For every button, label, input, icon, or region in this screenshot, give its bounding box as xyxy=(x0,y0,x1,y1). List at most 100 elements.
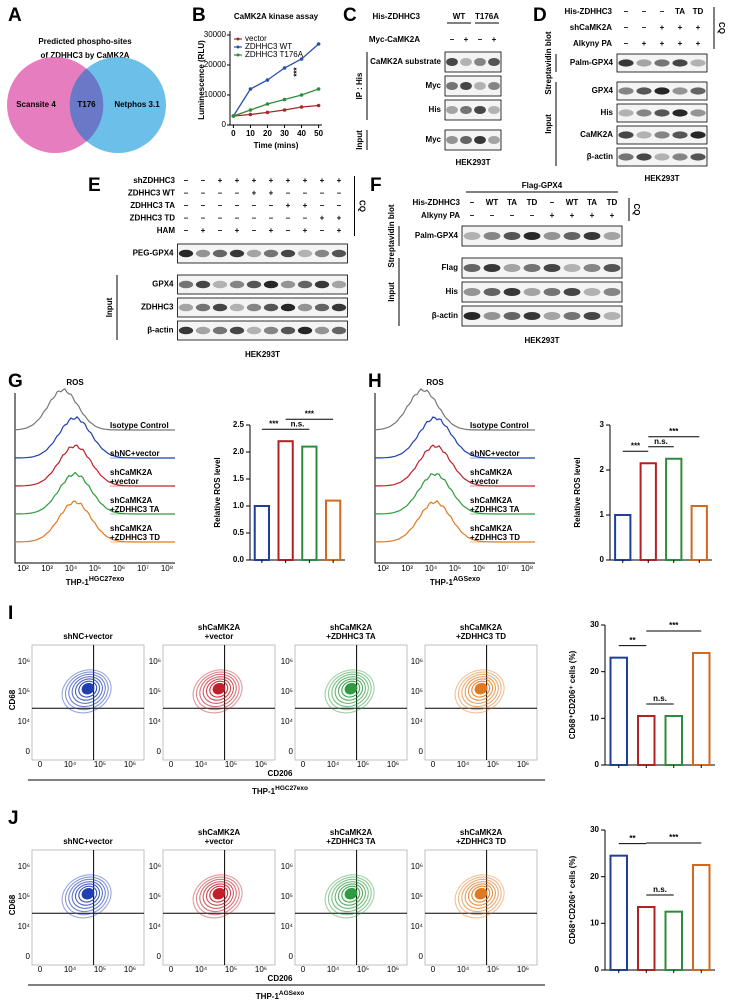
series-line xyxy=(232,43,320,117)
sample-label: shNC+vector xyxy=(63,632,113,641)
lane-sign: – xyxy=(286,189,291,198)
lane-sign: + xyxy=(235,176,240,185)
lane-sign: + xyxy=(492,35,497,44)
x-tick-label: 0 xyxy=(38,965,43,974)
y-tick-label: 10⁵ xyxy=(281,687,293,696)
y-tick-label: 0 xyxy=(595,965,600,974)
cell-line: HEK293T xyxy=(524,336,559,345)
x-tick-label: 30 xyxy=(280,129,289,138)
venn-overlap xyxy=(69,68,104,142)
plot-frame xyxy=(294,644,408,761)
lane-sign: + xyxy=(286,176,291,185)
group-label: Input xyxy=(105,297,114,317)
panel-letter: D xyxy=(533,5,547,26)
x-tick-label: 10⁵ xyxy=(225,760,237,769)
bar xyxy=(692,864,711,971)
bar xyxy=(665,457,683,561)
band xyxy=(297,303,313,312)
lane-sign: – xyxy=(201,189,206,198)
contour xyxy=(324,669,375,714)
band xyxy=(672,87,688,95)
band xyxy=(543,264,561,272)
band xyxy=(446,82,458,90)
contour xyxy=(81,887,95,900)
row-label: β-actin xyxy=(587,152,613,161)
data-point xyxy=(316,42,321,46)
lane-sign: + xyxy=(320,176,325,185)
x-tick-label: 10⁶ xyxy=(517,965,529,974)
x-tick-label: 10⁵ xyxy=(487,965,499,974)
band xyxy=(474,82,486,90)
lane-sign: – xyxy=(252,226,257,235)
band xyxy=(488,136,500,144)
band xyxy=(563,312,581,320)
lane-sign: – xyxy=(470,198,475,207)
data-point xyxy=(231,114,236,118)
y-tick-label: 10⁶ xyxy=(18,862,30,871)
row-label: PEG-GPX4 xyxy=(133,249,174,258)
band xyxy=(503,264,521,272)
sample-label: +ZDHHC3 TA xyxy=(326,632,376,641)
chart-title: CaMK2A kinase assay xyxy=(234,12,319,21)
plot-frame xyxy=(31,849,145,966)
lane-sign: – xyxy=(320,201,325,210)
x-tick-label: 10³ xyxy=(41,564,53,573)
blot-box xyxy=(444,75,502,97)
band xyxy=(314,249,330,258)
contour xyxy=(467,678,494,701)
row-label: Palm-GPX4 xyxy=(415,231,459,240)
y-tick-label: 10⁶ xyxy=(18,657,30,666)
contour xyxy=(471,680,491,698)
condition-label: His-ZDHHC3 xyxy=(412,198,460,207)
x-tick-label: 10⁴ xyxy=(327,965,340,974)
x-tick-label: 0 xyxy=(431,965,436,974)
y-tick-label: 0 xyxy=(289,747,294,756)
lane-sign: – xyxy=(286,214,291,223)
superscript: HGC27exo xyxy=(275,785,308,792)
y-tick-label: 2.0 xyxy=(233,447,245,456)
condition-label: ZDHHC3 WT xyxy=(128,189,175,198)
lane-sign: – xyxy=(218,226,223,235)
y-tick-label: 0 xyxy=(26,747,31,756)
x-axis-label: CD206 xyxy=(268,769,293,778)
x-tick-label: 10⁴ xyxy=(457,760,470,769)
x-tick-label: 20 xyxy=(263,129,272,138)
contour xyxy=(195,671,240,711)
y-tick-label: 10⁴ xyxy=(18,922,31,931)
x-tick-label: 10⁴ xyxy=(195,760,208,769)
y-tick-label: 1.0 xyxy=(233,501,245,510)
band xyxy=(246,249,262,258)
lane-sign: + xyxy=(660,23,665,32)
condition-label: shCaMK2A xyxy=(570,23,612,32)
band xyxy=(446,136,458,144)
lane-sign: – xyxy=(510,211,515,220)
legend-swatch xyxy=(236,53,240,57)
y-axis-label: Luminescence (RLU) xyxy=(197,40,206,120)
lane-sign: + xyxy=(696,39,701,48)
lane-sign: – xyxy=(470,211,475,220)
y-axis-label: Relative ROS level xyxy=(213,457,222,527)
row-label: His xyxy=(601,108,614,117)
band xyxy=(460,136,472,144)
band xyxy=(460,82,472,90)
blot-header: Flag-GPX4 xyxy=(522,181,563,190)
x-tick-label: 10⁶ xyxy=(124,760,136,769)
x-tick-label: 10³ xyxy=(401,564,413,573)
significance-label: ** xyxy=(629,834,636,843)
band xyxy=(297,280,313,289)
contour xyxy=(81,682,95,695)
band xyxy=(314,280,330,289)
venn-label: Netphos 3.1 xyxy=(114,100,160,109)
band xyxy=(488,58,500,66)
x-tick-label: 0 xyxy=(301,760,306,769)
y-tick-label: 0 xyxy=(289,952,294,961)
bar xyxy=(690,505,708,561)
x-tick-label: 10⁴ xyxy=(425,564,438,573)
blot-header: His-ZDHHC3 xyxy=(372,12,420,21)
y-tick-label: 10⁴ xyxy=(18,717,31,726)
contour xyxy=(202,676,234,704)
cell-line: THP-1HGC27exo xyxy=(252,785,308,796)
panel-letter: I xyxy=(8,603,13,624)
plot-frame xyxy=(294,849,408,966)
